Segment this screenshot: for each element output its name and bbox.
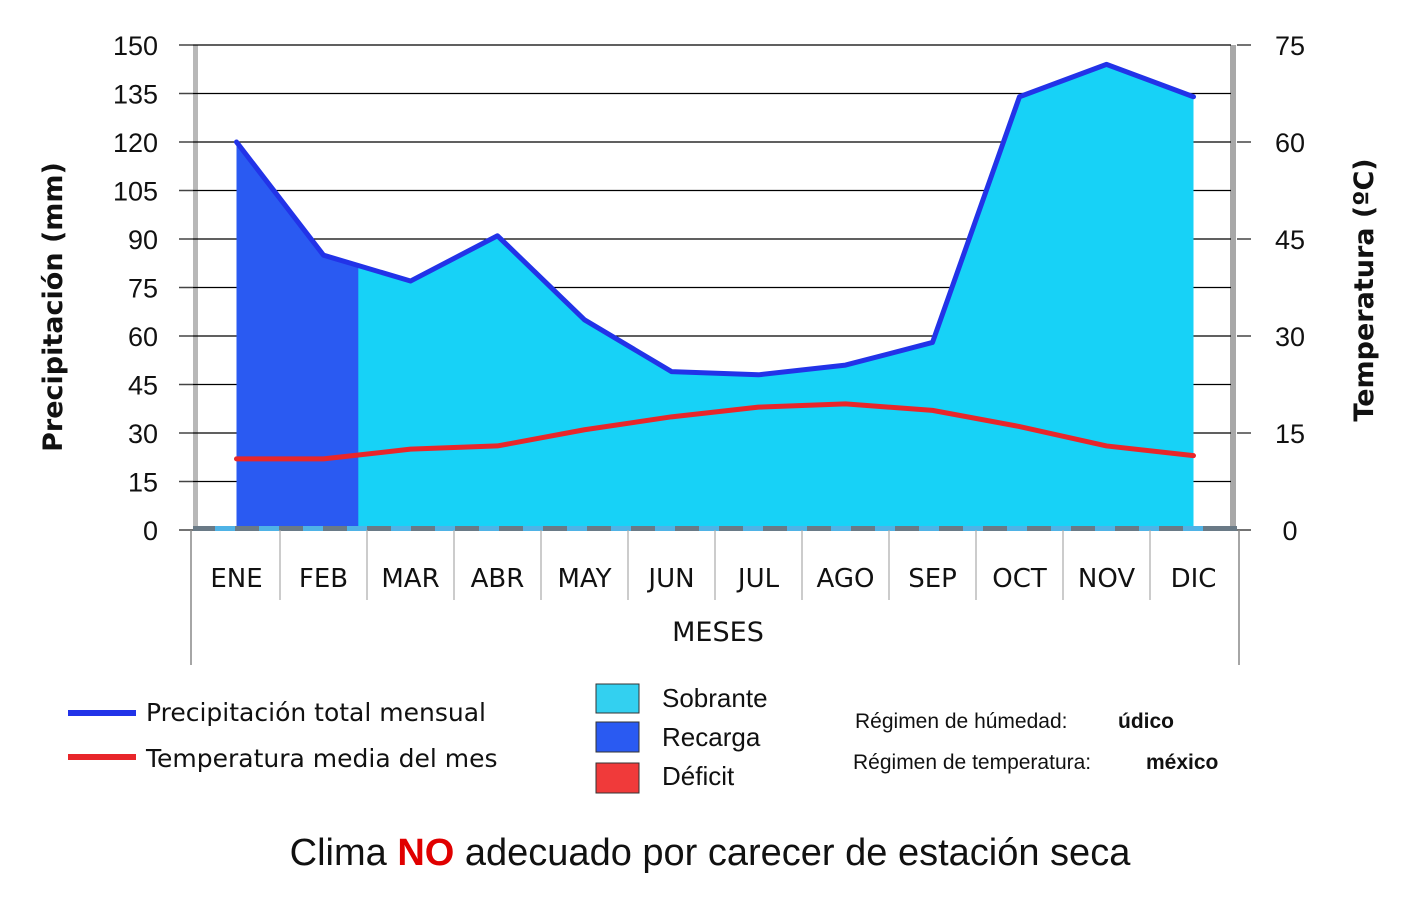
- legend-label-precipitation: Precipitación total mensual: [146, 698, 486, 727]
- left-tick-label: 45: [128, 371, 158, 401]
- area-sobrante: [236, 64, 1194, 530]
- legend-swatch-sobrante: [595, 683, 640, 714]
- left-tick-label: 60: [128, 322, 158, 352]
- legend-swatch-deficit: [595, 762, 640, 794]
- series-lines: [234, 61, 1196, 462]
- right-tick-label: 0: [1282, 516, 1297, 546]
- left-tick-label: 0: [143, 516, 158, 546]
- category-label: JUN: [646, 564, 694, 594]
- right-tick-label: 45: [1275, 225, 1305, 255]
- floor-dash: [787, 526, 807, 531]
- precipitation-line: [234, 61, 1196, 378]
- category-label: DIC: [1171, 564, 1217, 594]
- floor-dash: [479, 526, 499, 531]
- left-axis-ticks: 0 15 30 45 60 75 90 105 120 135 150: [113, 31, 193, 546]
- regimes: Régimen de húmedad: údico Régimen de tem…: [853, 710, 1218, 774]
- floor-dash: [215, 526, 235, 531]
- temperature-regime-label: Régimen de temperatura:: [853, 751, 1091, 774]
- right-axis-ticks: 0 15 30 45 60 75: [1237, 31, 1305, 546]
- y-axis-title: Precipitación (mm): [38, 162, 69, 452]
- caption-prefix: Clima: [289, 832, 398, 874]
- legend-swatch-recarga: [595, 721, 640, 753]
- plot-wall-right: [1230, 45, 1236, 530]
- left-tick-label: 105: [113, 177, 158, 207]
- areas: [236, 64, 1194, 530]
- category-label: AGO: [817, 564, 875, 594]
- category-label: SEP: [908, 564, 957, 594]
- category-label: ABR: [471, 564, 525, 594]
- legend-label-sobrante: Sobrante: [662, 683, 768, 713]
- plot-floor: [193, 526, 1237, 531]
- floor-dash: [259, 526, 279, 531]
- caption: Clima NO adecuado por carecer de estació…: [0, 832, 1420, 875]
- caption-suffix: adecuado por carecer de estación seca: [454, 832, 1131, 874]
- floor-dash: [611, 526, 631, 531]
- left-tick-label: 150: [113, 31, 158, 61]
- temperature-line: [234, 401, 1196, 462]
- floor-dash: [1183, 526, 1203, 531]
- x-axis-title: MESES: [672, 617, 764, 648]
- climate-chart: 0 15 30 45 60 75 90 105 120 135 150 0 15 30 45 60 75 EN…: [38, 31, 1380, 794]
- left-tick-label: 30: [128, 419, 158, 449]
- floor-dash: [743, 526, 763, 531]
- floor-dash: [391, 526, 411, 531]
- floor-dash: [523, 526, 543, 531]
- floor-dash: [347, 526, 367, 531]
- category-label: ENE: [210, 564, 262, 594]
- humidity-regime-value: údico: [1118, 710, 1174, 733]
- left-tick-label: 120: [113, 128, 158, 158]
- legend-boxes: Sobrante Recarga Déficit: [595, 683, 768, 794]
- legend-label-deficit: Déficit: [662, 761, 735, 791]
- category-label: MAY: [557, 564, 611, 594]
- floor-dash: [1095, 526, 1115, 531]
- floor-dash: [655, 526, 675, 531]
- area-recarga: [236, 142, 359, 530]
- floor-dash: [919, 526, 939, 531]
- legend-lines: Precipitación total mensual Temperatura …: [68, 698, 498, 773]
- right-tick-label: 30: [1275, 322, 1305, 352]
- category-label: JUL: [736, 564, 780, 594]
- category-label: MAR: [381, 564, 439, 594]
- category-label: NOV: [1078, 564, 1135, 594]
- right-tick-label: 75: [1275, 31, 1305, 61]
- left-tick-label: 75: [128, 274, 158, 304]
- floor-dash: [303, 526, 323, 531]
- legend-label-recarga: Recarga: [662, 722, 761, 752]
- caption-highlight: NO: [397, 832, 455, 874]
- humidity-regime-label: Régimen de húmedad:: [855, 710, 1067, 733]
- floor-dash: [1051, 526, 1071, 531]
- floor-dash: [435, 526, 455, 531]
- floor-dash: [1007, 526, 1027, 531]
- x-axis: ENE FEB MAR ABR MAY JUN JUL AGO SEP OCT NOV DIC: [190, 530, 1240, 665]
- temperature-regime-value: méxico: [1146, 751, 1218, 774]
- y2-axis-title: Temperatura (ºC): [1349, 158, 1380, 421]
- right-tick-label: 60: [1275, 128, 1305, 158]
- right-tick-label: 15: [1275, 419, 1305, 449]
- floor-dash: [567, 526, 587, 531]
- left-tick-label: 15: [128, 468, 158, 498]
- floor-dash: [875, 526, 895, 531]
- left-tick-label: 135: [113, 80, 158, 110]
- category-label: OCT: [992, 564, 1047, 594]
- legend-label-temperature: Temperatura media del mes: [145, 744, 498, 773]
- floor-dash: [831, 526, 851, 531]
- left-tick-label: 90: [128, 225, 158, 255]
- floor-dash: [1139, 526, 1159, 531]
- floor-dash: [963, 526, 983, 531]
- floor-dash: [699, 526, 719, 531]
- category-label: FEB: [299, 564, 348, 594]
